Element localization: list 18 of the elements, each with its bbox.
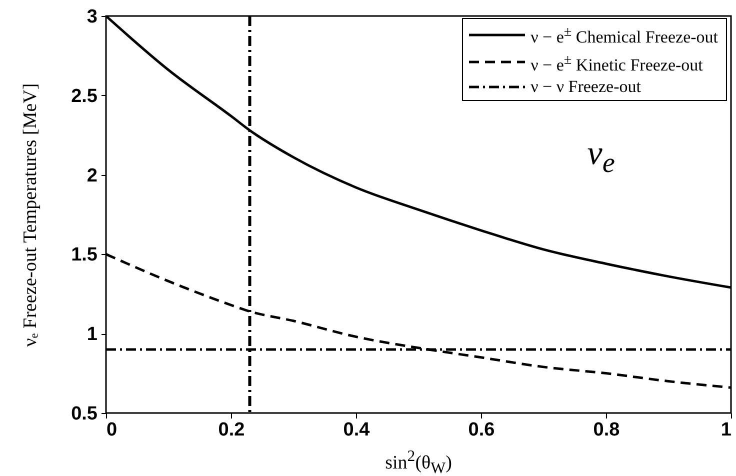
annotation: ν$_{e}$ (587, 135, 615, 180)
x-tick-label: 0.8 (593, 420, 620, 440)
x-tick-label: 1 (720, 420, 732, 440)
y-axis-title: νₑ Freeze-out Temperatures [MeV] (20, 82, 42, 346)
x-tick-label: 0.2 (218, 420, 245, 440)
x-tick-label: 0 (106, 420, 118, 440)
y-tick-label: 1 (86, 324, 98, 346)
y-tick-label: 1.5 (71, 244, 98, 266)
x-tick-label: 0.6 (468, 420, 495, 440)
y-tick-label: 0.5 (71, 404, 98, 424)
y-tick-label: 2 (86, 165, 98, 186)
y-tick-label: 3 (86, 6, 98, 28)
x-tick-label: 0.4 (343, 420, 370, 440)
x-axis-title: sin$^{2}$(θ$_{W}$) (385, 448, 452, 476)
legend-label: ν − ν Freeze-out (530, 76, 641, 98)
legend-label: ν − e$^{±}$ Kinetic Freeze-out (530, 50, 703, 76)
y-tick-label: 2.5 (71, 86, 98, 107)
legend-label: ν − e$^{±}$ Chemical Freeze-out (530, 23, 718, 49)
